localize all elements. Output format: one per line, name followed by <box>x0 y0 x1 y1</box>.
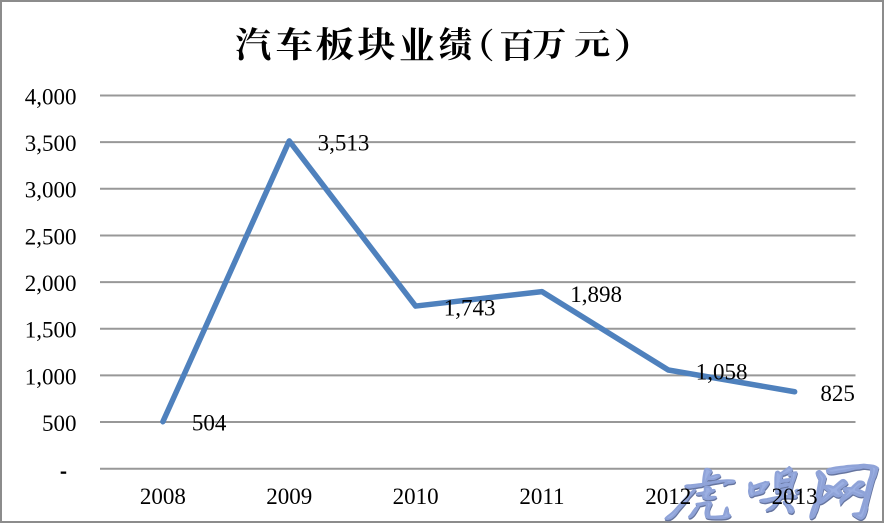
svg-text:3,000: 3,000 <box>25 178 77 203</box>
svg-text:1,500: 1,500 <box>25 318 77 343</box>
svg-text:2011: 2011 <box>519 484 564 509</box>
svg-text:1,743: 1,743 <box>444 296 496 321</box>
svg-text:4,000: 4,000 <box>25 84 77 109</box>
svg-text:504: 504 <box>192 411 227 436</box>
svg-text:1,000: 1,000 <box>25 364 77 389</box>
svg-text:1,058: 1,058 <box>696 359 748 384</box>
svg-text:2012: 2012 <box>645 484 691 509</box>
svg-text:2,500: 2,500 <box>25 224 77 249</box>
svg-text:3,513: 3,513 <box>318 131 370 156</box>
svg-text:2013: 2013 <box>772 484 818 509</box>
svg-text:2010: 2010 <box>393 484 439 509</box>
svg-text:1,898: 1,898 <box>570 282 622 307</box>
svg-text:2008: 2008 <box>140 484 186 509</box>
svg-text:500: 500 <box>42 411 77 436</box>
svg-text:3,500: 3,500 <box>25 131 77 156</box>
svg-text:2009: 2009 <box>266 484 312 509</box>
svg-text:825: 825 <box>820 381 855 406</box>
svg-text:2,000: 2,000 <box>25 271 77 296</box>
